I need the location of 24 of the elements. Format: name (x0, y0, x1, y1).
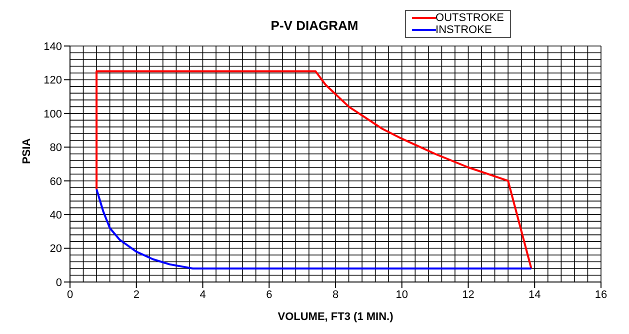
y-tick-label: 60 (50, 176, 62, 188)
y-tick-label: 140 (44, 40, 62, 53)
y-axis-title: PSIA (20, 138, 33, 164)
x-tick-label: 10 (396, 288, 408, 301)
chart-title: P-V DIAGRAM (270, 18, 358, 33)
x-tick-label: 2 (133, 288, 140, 301)
y-tick-label: 80 (50, 142, 62, 154)
x-tick-label: 12 (462, 288, 474, 301)
x-tick-label: 6 (266, 288, 272, 301)
legend-label: OUTSTROKE (436, 12, 504, 24)
x-tick-label: 16 (594, 288, 608, 301)
x-tick-label: 8 (332, 288, 339, 301)
y-tick-label: 20 (50, 243, 62, 256)
y-tick-label: 100 (44, 108, 62, 120)
x-axis-title: VOLUME, FT3 (1 MIN.) (278, 311, 394, 323)
y-tick-label: 120 (44, 74, 62, 87)
x-tick-label: 14 (528, 288, 541, 301)
legend-label: INSTROKE (436, 24, 492, 36)
line-series (96, 70, 532, 270)
x-tick-label: 0 (66, 288, 74, 301)
y-tick-label: 0 (56, 276, 62, 289)
y-tick-label: 40 (50, 209, 62, 222)
line-series (96, 188, 532, 270)
x-tick-label: 4 (200, 288, 206, 301)
